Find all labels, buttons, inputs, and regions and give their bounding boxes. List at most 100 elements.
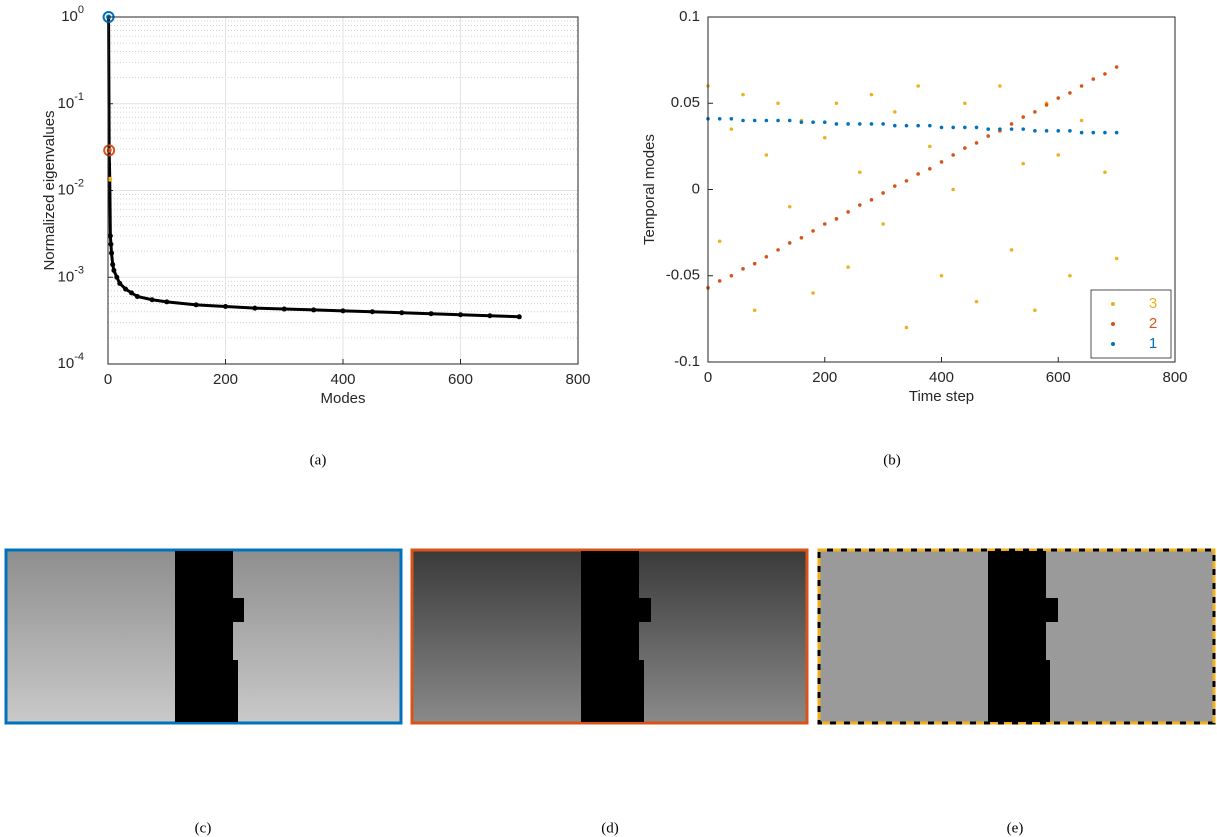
y-tick-label: 0 — [692, 180, 700, 197]
point — [799, 236, 804, 240]
point — [729, 116, 734, 121]
tick-base: 10 — [58, 95, 75, 112]
x-axis-label: Modes — [320, 390, 365, 407]
x-tick-label: 600 — [1046, 369, 1071, 386]
legend-label: 3 — [1149, 295, 1157, 312]
point — [904, 179, 909, 183]
point — [846, 122, 850, 126]
point — [811, 291, 815, 295]
point — [1021, 161, 1026, 166]
point — [741, 267, 745, 271]
point — [114, 274, 120, 280]
point — [951, 187, 955, 192]
point — [939, 273, 944, 278]
point — [340, 308, 346, 314]
y-tick-label: 0.05 — [671, 94, 700, 111]
point — [1068, 91, 1072, 95]
point — [1079, 118, 1084, 123]
point — [869, 122, 874, 126]
point — [834, 217, 839, 221]
point — [963, 125, 967, 130]
point — [916, 84, 920, 88]
point — [928, 123, 932, 128]
point — [741, 118, 745, 123]
point — [822, 120, 827, 125]
point — [123, 286, 129, 292]
point — [1056, 153, 1061, 157]
mask — [988, 551, 1058, 722]
point — [881, 191, 885, 195]
legend-marker — [1111, 302, 1115, 306]
point — [787, 241, 792, 245]
point — [223, 304, 228, 310]
point — [787, 118, 792, 123]
panel-c — [4, 548, 403, 725]
tick-base: 10 — [58, 268, 75, 285]
point — [811, 120, 815, 125]
point — [986, 134, 990, 138]
point — [1114, 130, 1119, 135]
x-tick-label: 0 — [704, 369, 712, 386]
point — [1009, 127, 1014, 131]
point — [1033, 308, 1037, 313]
point — [717, 116, 722, 121]
point — [752, 261, 757, 266]
highlight-ring — [103, 144, 116, 157]
point — [1033, 129, 1037, 133]
point — [904, 123, 909, 128]
point — [1068, 129, 1072, 133]
y-tick-label: -0.05 — [666, 267, 700, 284]
point — [311, 307, 317, 313]
point — [110, 262, 116, 268]
point — [487, 313, 493, 319]
point — [776, 248, 780, 252]
point — [939, 160, 944, 164]
point — [822, 222, 827, 226]
point — [1009, 248, 1014, 252]
point — [428, 311, 434, 317]
legend-box — [1090, 289, 1172, 359]
point — [857, 203, 862, 207]
point — [974, 299, 979, 304]
point — [1079, 84, 1084, 88]
point — [764, 153, 769, 157]
point — [951, 153, 955, 157]
x-tick-label: 800 — [565, 371, 590, 388]
tick-exponent: -4 — [74, 351, 84, 363]
point — [846, 210, 850, 214]
point — [963, 101, 967, 106]
point — [399, 310, 405, 316]
axes-box — [107, 16, 579, 365]
point — [1114, 65, 1119, 69]
y-tick-label: 10-2 — [58, 177, 84, 198]
y-tick-label: 100 — [61, 4, 84, 25]
x-tick-label: 600 — [448, 371, 473, 388]
y-tick-label: 0.1 — [679, 8, 700, 25]
point — [717, 279, 722, 283]
point — [164, 299, 170, 305]
point — [1103, 72, 1107, 76]
tick-base: 10 — [58, 181, 75, 198]
legend-marker — [1111, 342, 1115, 346]
point — [986, 127, 990, 131]
caption: (b) — [883, 452, 901, 468]
x-tick-label: 200 — [812, 369, 837, 386]
x-axis-label: Time step — [909, 388, 974, 405]
point — [111, 267, 117, 273]
point — [1091, 77, 1096, 81]
caption: (e) — [1007, 820, 1024, 836]
point — [1056, 96, 1061, 100]
point — [458, 312, 463, 318]
tick-exponent: -2 — [74, 177, 84, 189]
point — [109, 250, 115, 256]
point — [974, 125, 979, 130]
point — [149, 297, 155, 303]
point — [893, 110, 897, 114]
point — [752, 118, 757, 123]
caption: (c) — [195, 820, 212, 836]
point — [904, 325, 909, 330]
point — [928, 144, 932, 149]
point — [881, 222, 885, 226]
point — [893, 184, 897, 188]
